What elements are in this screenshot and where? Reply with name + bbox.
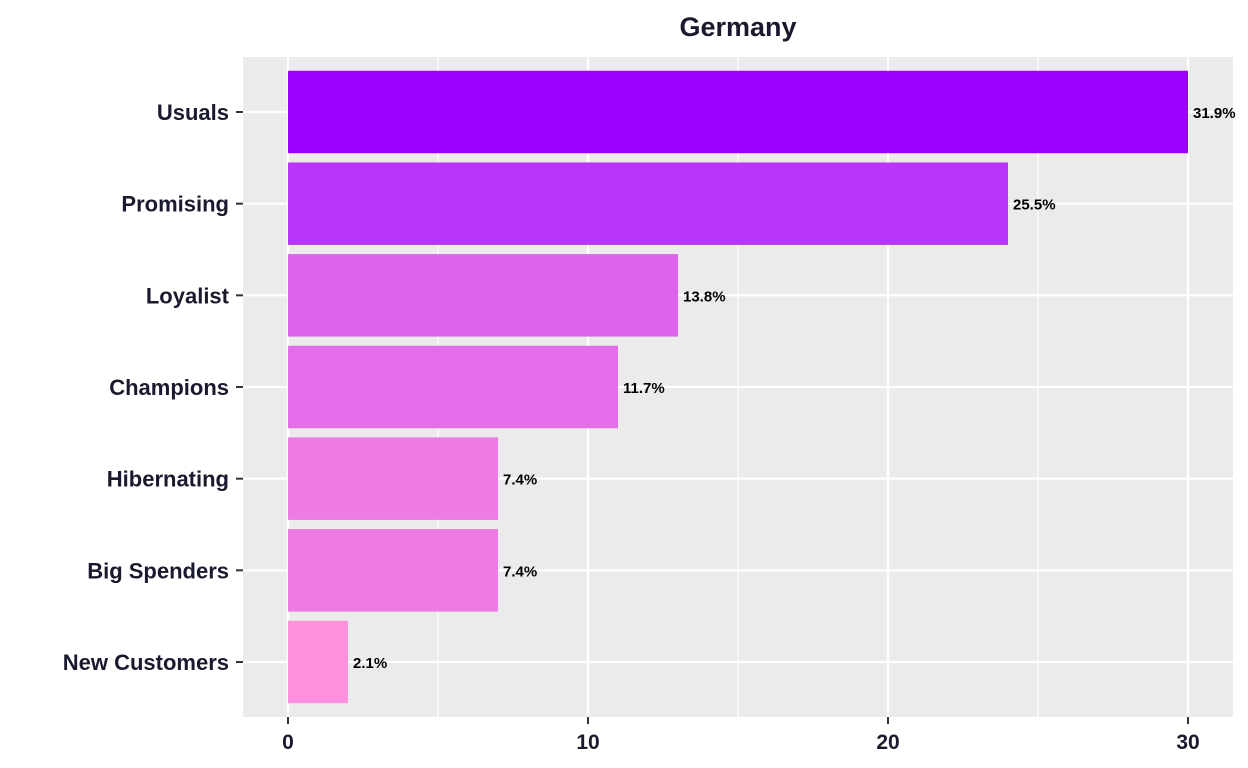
category-label: Promising xyxy=(121,192,229,217)
bar xyxy=(288,70,1188,154)
bar xyxy=(288,437,498,520)
data-label: 7.4% xyxy=(503,472,537,489)
bar xyxy=(288,345,618,429)
category-label: Champions xyxy=(109,375,229,400)
x-tick-label: 30 xyxy=(1176,731,1199,754)
x-tick-label: 20 xyxy=(876,731,899,754)
data-label: 13.8% xyxy=(683,288,726,305)
data-label: 2.1% xyxy=(353,655,387,672)
bar xyxy=(288,162,1008,245)
data-label: 31.9% xyxy=(1193,105,1236,122)
x-axis: 0 10 20 30 xyxy=(282,717,1200,754)
bar xyxy=(288,529,498,612)
x-tick-label: 0 xyxy=(282,731,294,754)
bar xyxy=(288,254,678,337)
data-label: 25.5% xyxy=(1013,197,1056,214)
category-label: New Customers xyxy=(63,650,229,675)
category-label: Hibernating xyxy=(107,467,229,492)
category-label: Usuals xyxy=(157,100,229,125)
bar xyxy=(288,620,348,704)
data-label: 11.7% xyxy=(623,380,665,397)
data-labels: 31.9% 25.5% 13.8% 11.7% 7.4% 7.4% 2.1% xyxy=(353,105,1236,672)
x-tick-label: 10 xyxy=(576,731,599,754)
category-label: Loyalist xyxy=(146,283,230,308)
bars xyxy=(288,70,1188,704)
category-label: Big Spenders xyxy=(87,558,229,583)
chart-title: Germany xyxy=(679,12,796,42)
y-axis: Usuals Promising Loyalist Champions Hibernat… xyxy=(63,100,243,675)
data-label: 7.4% xyxy=(503,563,537,580)
